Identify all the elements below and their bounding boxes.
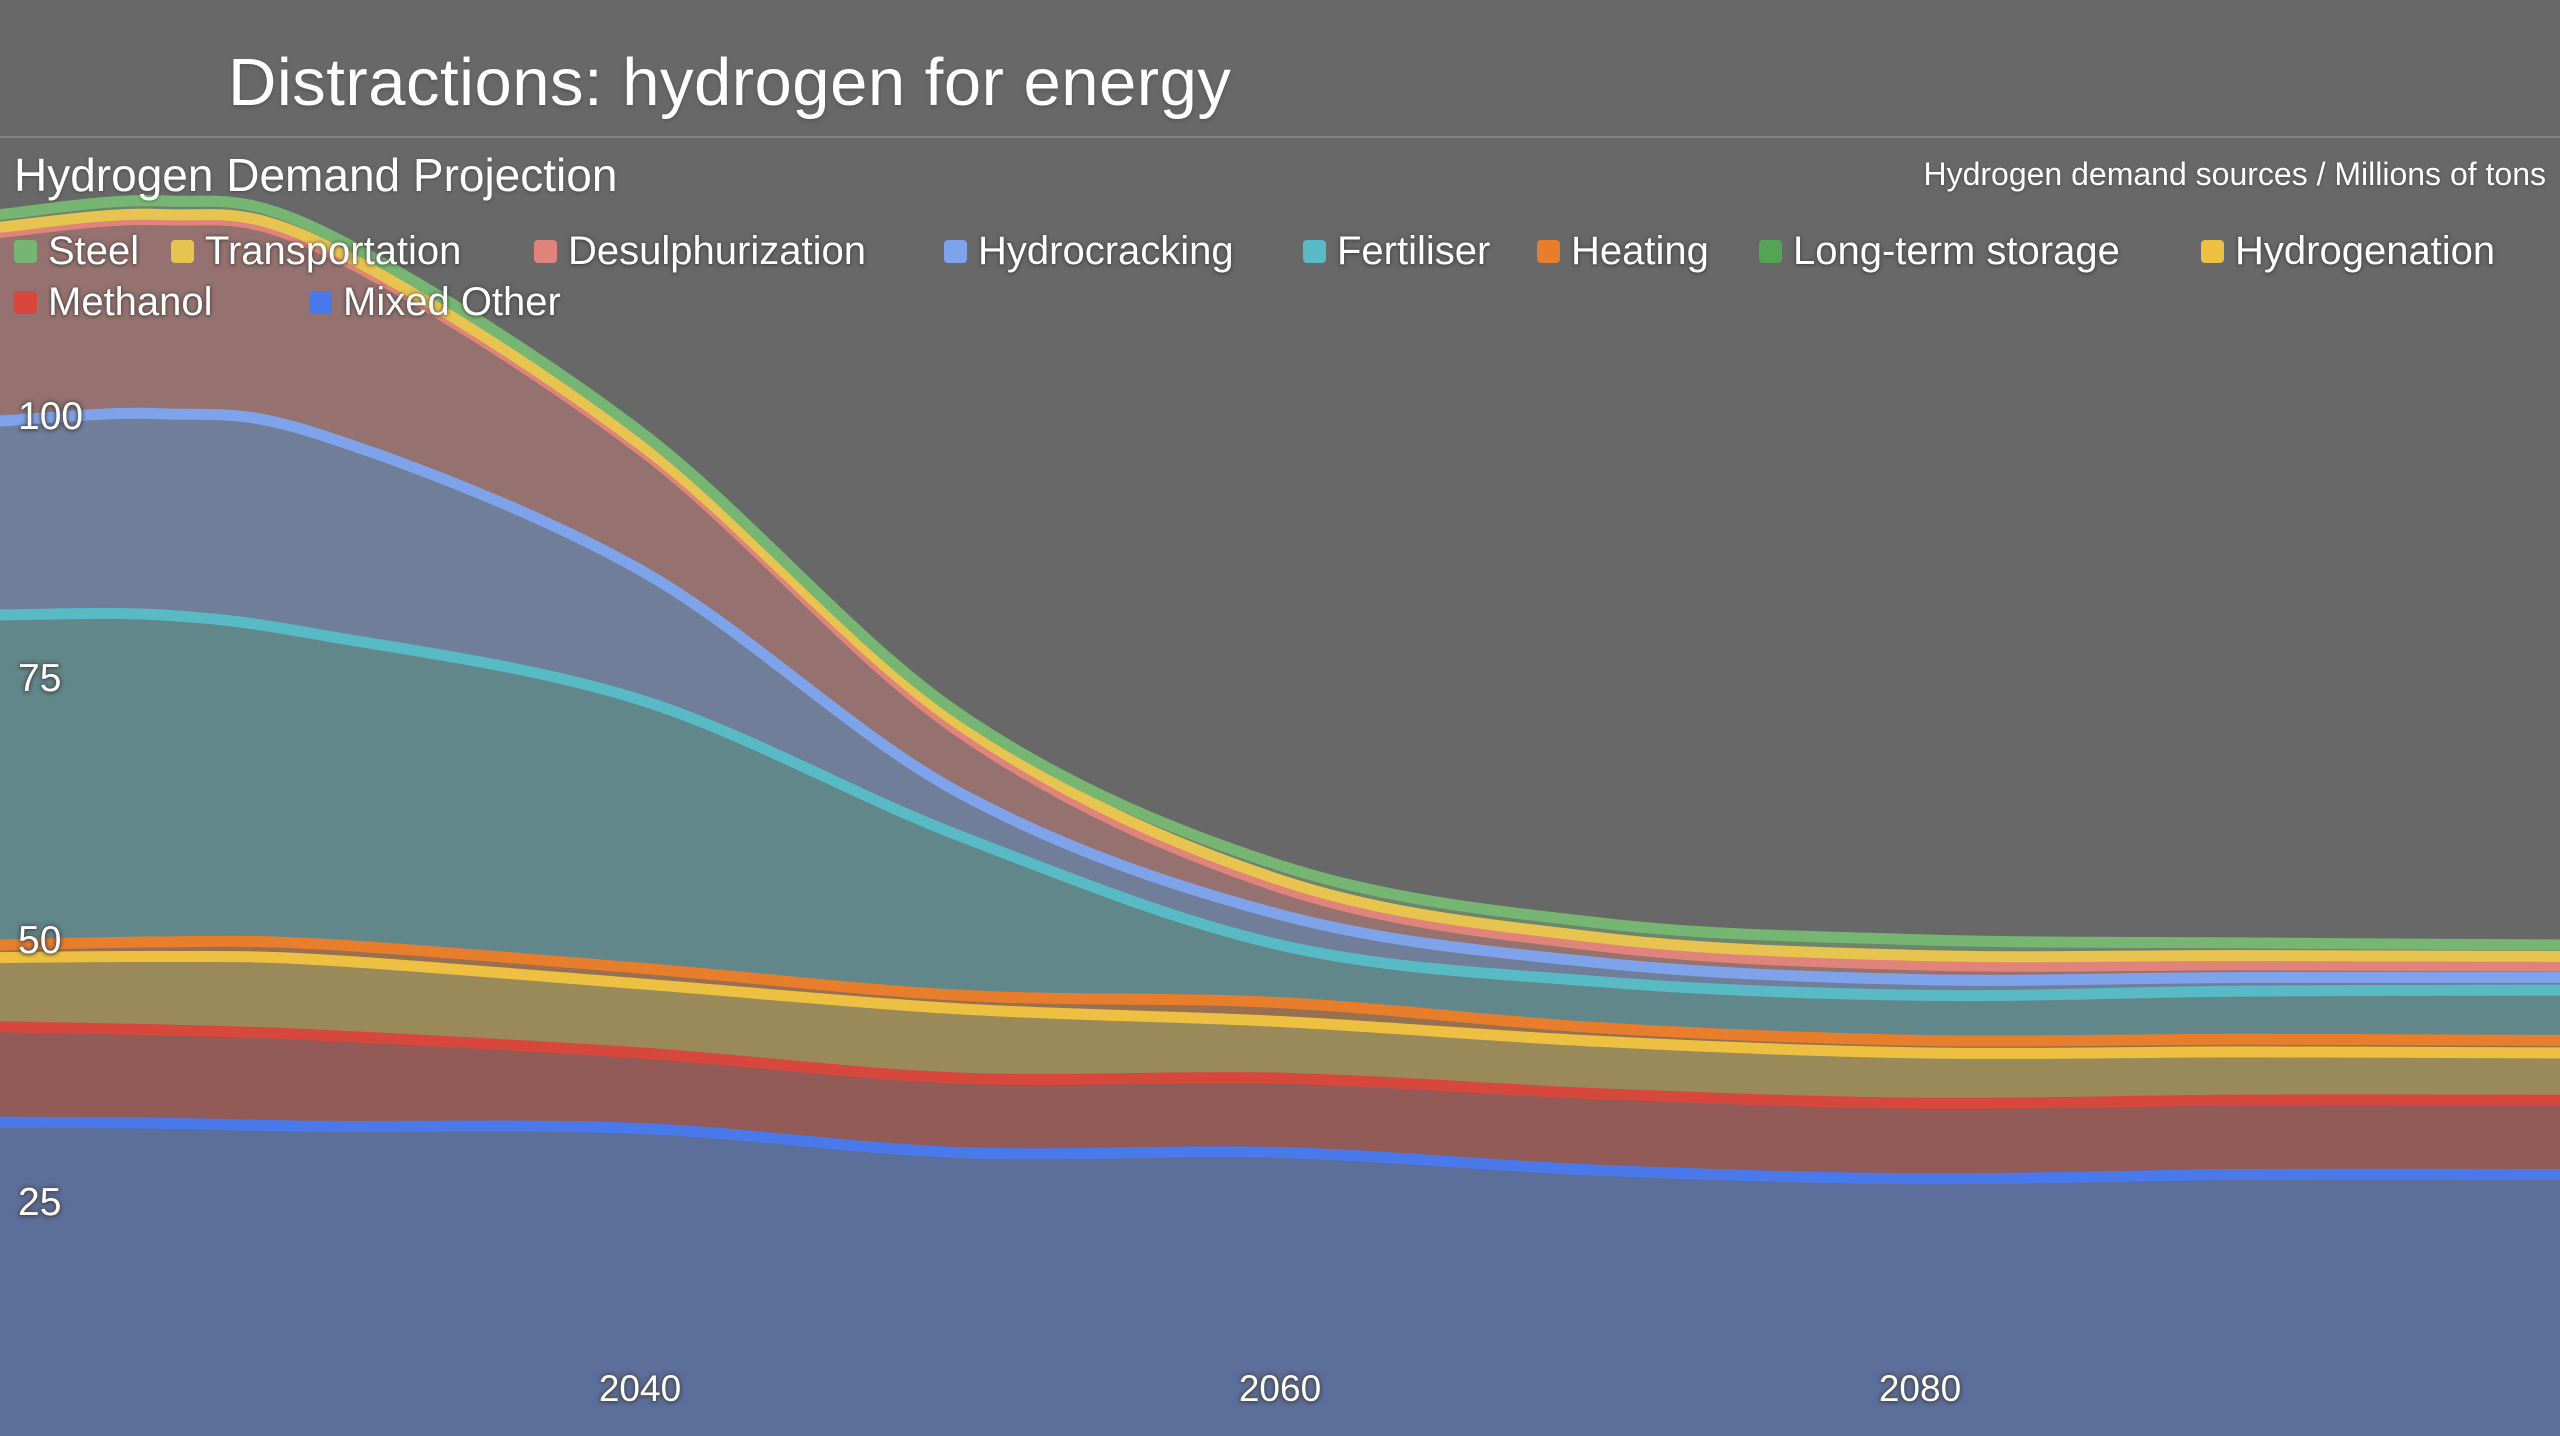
legend-label: Hydrocracking (978, 228, 1234, 273)
series-line-methanol (0, 1021, 2560, 1109)
series-area-hydrocracking (0, 413, 2560, 996)
chart-units-label: Hydrogen demand sources / Millions of to… (1923, 156, 2546, 192)
legend-item-methanol[interactable]: Methanol (14, 278, 213, 326)
series-area-methanol (0, 1026, 2560, 1179)
series-area-fertiliser (0, 613, 2560, 1042)
legend-swatch-icon (2201, 239, 2224, 263)
legend-swatch-icon (534, 239, 557, 263)
legend-label: Hydrogenation (2235, 228, 2496, 273)
legend-item-steel[interactable]: Steel (14, 227, 139, 275)
series-line-hydrogenation (0, 950, 2560, 1059)
legend-label: Steel (48, 228, 140, 273)
legend-label: Heating (1571, 228, 1709, 273)
legend-label: Desulphurization (568, 228, 866, 273)
legend-item-fertiliser[interactable]: Fertiliser (1303, 227, 1490, 275)
series-line-heating (0, 935, 2560, 1047)
legend-swatch-icon (14, 239, 37, 263)
y-axis-tick-label-25: 25 (18, 1181, 62, 1224)
x-axis-tick-label-2040: 2040 (598, 1368, 682, 1409)
legend-label: Methanol (48, 279, 213, 324)
legend-item-mixed-other[interactable]: Mixed Other (309, 278, 561, 326)
series-area-mixed-other (0, 1122, 2560, 1436)
y-axis-tick-label-50: 50 (18, 919, 62, 962)
x-axis-tick-label-2080: 2080 (1878, 1368, 1962, 1409)
series-line-steel (0, 195, 2560, 951)
series-line-fertiliser (0, 607, 2560, 1002)
series-area-hydrogenation (0, 956, 2560, 1104)
legend-swatch-icon (14, 290, 37, 314)
legend-item-heating[interactable]: Heating (1537, 227, 1709, 275)
legend-swatch-icon (309, 290, 332, 314)
y-axis-tick-label-100: 100 (18, 395, 84, 438)
legend-item-desulphurization[interactable]: Desulphurization (534, 227, 866, 275)
chart-title: Hydrogen Demand Projection (14, 149, 618, 201)
legend-label: Transportation (205, 228, 462, 273)
legend-label: Long-term storage (1793, 228, 2120, 273)
legend-label: Fertiliser (1337, 228, 1491, 273)
legend-item-hydrogenation[interactable]: Hydrogenation (2201, 227, 2495, 275)
legend-swatch-icon (171, 239, 194, 263)
legend-item-long-term-storage[interactable]: Long-term storage (1759, 227, 2120, 275)
legend-swatch-icon (944, 239, 967, 263)
slide-title-divider (0, 136, 2560, 138)
slide-title: Distractions: hydrogen for energy (228, 45, 1232, 120)
x-axis-tick-label-2060: 2060 (1238, 1368, 1322, 1409)
series-area-desulphurization (0, 219, 2560, 981)
y-axis-tick-label-75: 75 (18, 657, 62, 700)
legend-swatch-icon (1303, 239, 1326, 263)
legend-swatch-icon (1537, 239, 1560, 263)
legend-label: Mixed Other (343, 279, 561, 324)
series-line-transportation (0, 208, 2560, 963)
series-line-mixed-other (0, 1116, 2560, 1185)
legend-swatch-icon (1759, 239, 1782, 263)
series-line-hydrocracking (0, 407, 2560, 986)
legend-item-transportation[interactable]: Transportation (171, 227, 461, 275)
legend-item-hydrocracking[interactable]: Hydrocracking (944, 227, 1234, 275)
